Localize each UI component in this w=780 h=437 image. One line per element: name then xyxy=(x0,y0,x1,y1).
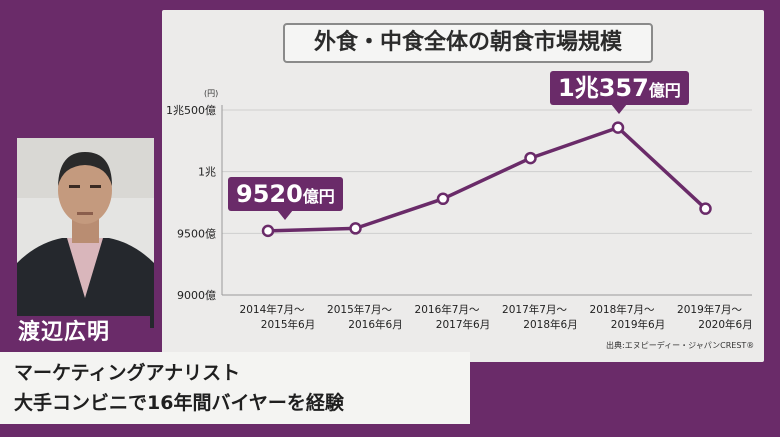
y-tick-label-2: 1兆 xyxy=(198,166,216,179)
x-tick-label-4: 2018年7月〜 2019年6月 xyxy=(590,303,666,331)
series-line xyxy=(266,125,708,233)
speaker-description: マーケティングアナリスト 大手コンビニで16年間バイヤーを経験 xyxy=(0,352,470,424)
x-tick-label-1: 2015年7月〜 2016年6月 xyxy=(327,303,403,331)
x-tick-label-0: 2014年7月〜 2015年6月 xyxy=(240,303,316,331)
chart-source: 出典:エヌピーディー・ジャパンCREST® xyxy=(606,341,755,350)
y-axis-unit: (円) xyxy=(204,89,218,98)
data-point-1 xyxy=(349,222,362,235)
speaker-career: 大手コンビニで16年間バイヤーを経験 xyxy=(14,392,344,414)
data-point-4 xyxy=(611,121,625,134)
x-tick-label-2: 2016年7月〜 2017年6月 xyxy=(415,303,491,331)
y-tick-label-0: 9000億 xyxy=(177,289,216,302)
y-tick-label-1: 9500億 xyxy=(177,227,216,240)
speaker-photo xyxy=(17,138,154,328)
y-tick-label-3: 1兆500億 xyxy=(166,104,216,117)
x-tick-label-5: 2019年7月〜 2020年6月 xyxy=(677,303,753,331)
callout-start-main: 9520 xyxy=(236,180,303,208)
data-point-2 xyxy=(436,192,450,206)
callout-peak-suffix: 億円 xyxy=(648,81,681,100)
speaker-name: 渡辺広明 xyxy=(0,316,150,350)
callout-start-suffix: 億円 xyxy=(302,187,335,206)
data-point-0 xyxy=(261,224,275,238)
callout-peak-main: 1兆357 xyxy=(558,74,649,102)
x-tick-label-3: 2017年7月〜 2018年6月 xyxy=(502,303,578,331)
speaker-portrait xyxy=(17,138,154,328)
callout-start-value: 9520億円 xyxy=(228,177,343,220)
data-point-3 xyxy=(524,151,537,165)
chart-title: 外食・中食全体の朝食市場規模 xyxy=(283,23,653,63)
data-point-5 xyxy=(699,202,712,215)
callout-peak-value: 1兆357億円 xyxy=(550,71,689,114)
speaker-title: マーケティングアナリスト xyxy=(14,362,241,384)
